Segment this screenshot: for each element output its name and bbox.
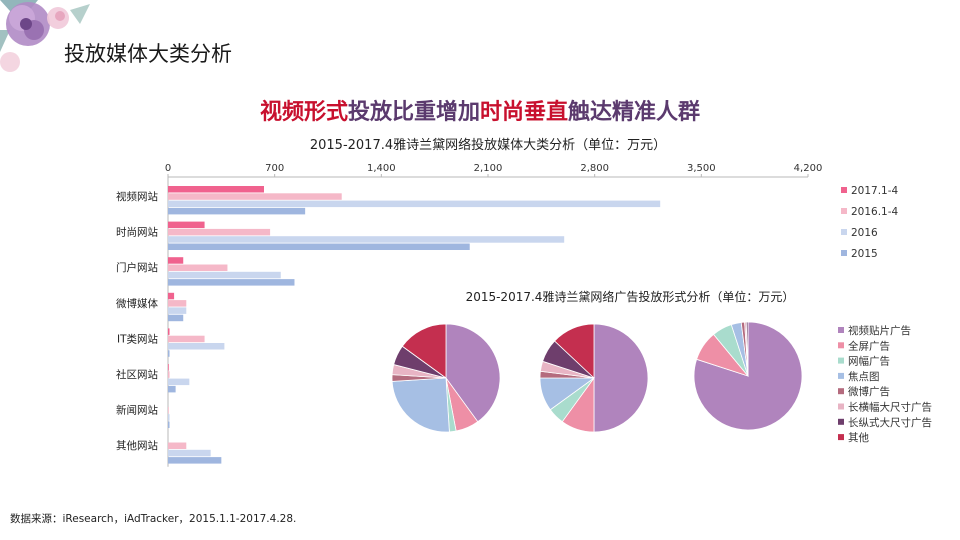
x-tick-label: 700 (265, 163, 284, 174)
bar-2-5 (168, 378, 190, 386)
headline-part-1: 投放比重增加 (347, 100, 480, 125)
x-tick-label: 3,500 (687, 163, 716, 174)
pie-legend-label: 网幅广告 (848, 355, 890, 368)
bar-2-3 (168, 307, 187, 314)
bar-2-6 (168, 414, 170, 421)
bar-3-6 (168, 421, 170, 428)
pie-legend-label: 视频贴片广告 (848, 324, 911, 337)
category-label: 社区网站 (116, 368, 158, 381)
pie-legend-swatch (838, 403, 844, 410)
pie-legend-swatch (838, 342, 844, 349)
category-label: 新闻网站 (116, 404, 158, 417)
pie-0-slice-0 (445, 323, 501, 423)
bar-2-7 (168, 449, 211, 457)
bar-2-2 (168, 271, 281, 279)
pie-legend-swatch (838, 357, 844, 364)
pie-legend-label: 长横幅大尺寸广告 (848, 401, 932, 414)
bar-legend-label: 2016.1-4 (851, 206, 899, 218)
bar-0-5 (168, 364, 169, 371)
x-tick-label: 0 (165, 163, 171, 174)
category-label: 时尚网站 (116, 226, 158, 239)
bar-legend-swatch (841, 208, 847, 214)
pie-legend-label: 长纵式大尺寸广告 (848, 416, 932, 429)
headline-red-part-1: 视频形式 (259, 100, 348, 125)
bar-3-3 (168, 314, 184, 322)
bar-1-3 (168, 300, 187, 307)
category-label: 微博媒体 (116, 297, 158, 310)
category-label: 视频网站 (116, 190, 158, 203)
bar-2-0 (168, 200, 661, 208)
bar-0-2 (168, 257, 184, 264)
bar-0-4 (168, 328, 170, 335)
bar-3-2 (168, 279, 295, 286)
bar-chart-title: 2015-2017.4雅诗兰黛网络投放媒体大类分析（单位：万元） (309, 138, 667, 153)
bar-legend-label: 2016 (851, 227, 878, 239)
pie-legend-swatch (838, 418, 844, 425)
x-tick-label: 2,800 (580, 163, 609, 174)
x-tick-label: 2,100 (474, 163, 503, 174)
bar-legend-swatch (841, 229, 847, 235)
bar-1-2 (168, 264, 228, 271)
bar-0-0 (168, 186, 264, 193)
bar-2-1 (168, 236, 565, 243)
pie-legend-label: 微博广告 (848, 385, 890, 398)
headline-red-part-2: 时尚垂直 (480, 100, 569, 125)
pie-legend-swatch (838, 327, 844, 333)
x-tick-label: 1,400 (367, 163, 396, 174)
bar-1-0 (168, 193, 342, 200)
bar-legend-swatch (841, 250, 847, 256)
pie-1-slice-0 (593, 323, 649, 433)
bar-1-7 (168, 442, 187, 449)
pie-1-slice-7 (554, 323, 595, 379)
headline: 视频形式投放比重增加时尚垂直触达精准人群 (0, 94, 960, 126)
headline-part-2: 触达精准人群 (568, 100, 701, 125)
pie-chart-title: 2015-2017.4雅诗兰黛网络广告投放形式分析（单位：万元） (465, 290, 795, 304)
bar-1-5 (168, 371, 170, 378)
bar-1-1 (168, 228, 271, 236)
pie-legend-label: 其他 (848, 431, 869, 444)
category-label: 门户网站 (116, 261, 158, 274)
bar-legend-swatch (841, 187, 847, 193)
page-title: 投放媒体大类分析 (64, 42, 232, 66)
data-source-note: 数据来源：iResearch，iAdTracker，2015.1.1-2017.… (10, 513, 297, 525)
flower-decoration-icon (0, 0, 90, 72)
bar-3-4 (168, 350, 170, 357)
category-label: IT类网站 (117, 332, 159, 345)
pie-0-slice-3 (391, 377, 450, 433)
pie-legend-label: 焦点图 (848, 370, 880, 383)
pie-0-slice-7 (401, 323, 447, 379)
bar-legend-label: 2015 (851, 248, 878, 260)
category-label: 其他网站 (116, 439, 158, 452)
pie-legend-swatch (838, 372, 844, 379)
bar-legend-label: 2017.1-4 (851, 185, 899, 197)
bar-3-0 (168, 207, 306, 215)
pie-2-slice-6 (745, 321, 749, 377)
bar-3-5 (168, 385, 176, 393)
bar-3-1 (168, 243, 470, 250)
bar-0-3 (168, 292, 175, 300)
pie-legend-label: 全屏广告 (848, 339, 890, 352)
x-tick-label: 4,200 (794, 163, 823, 174)
pie-legend-swatch (838, 388, 844, 395)
bar-2-4 (168, 343, 225, 350)
pie-legend-swatch (838, 434, 844, 441)
bar-0-1 (168, 221, 205, 229)
bar-1-6 (168, 406, 169, 414)
bar-1-4 (168, 335, 205, 343)
bar-3-7 (168, 457, 222, 464)
